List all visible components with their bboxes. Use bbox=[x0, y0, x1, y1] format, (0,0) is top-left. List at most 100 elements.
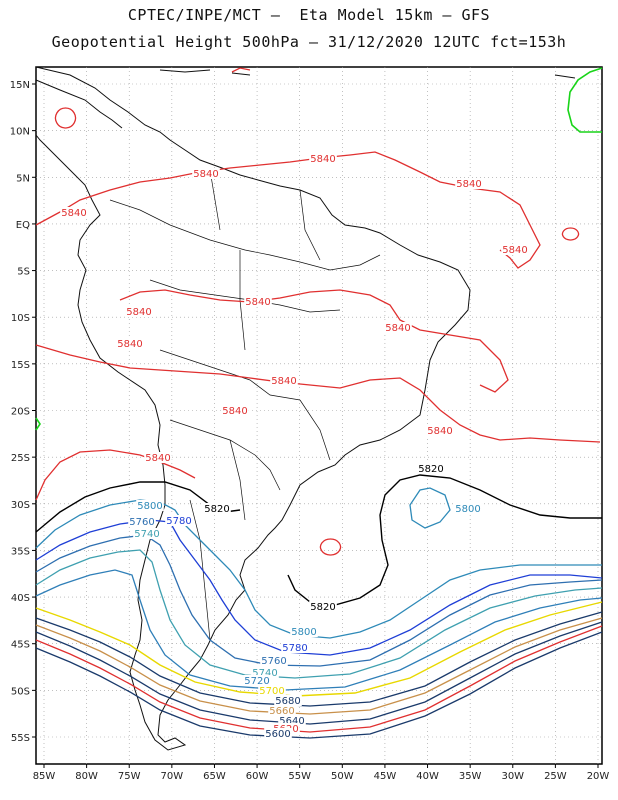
south-america-coast bbox=[35, 66, 471, 751]
contour-label: 5820 bbox=[204, 504, 229, 515]
contour-label-bg bbox=[125, 306, 153, 317]
contour-label: 5800 bbox=[455, 504, 480, 515]
contour-label: 5840 bbox=[61, 208, 86, 219]
contour-label-bg bbox=[268, 705, 296, 716]
contour-label: 5800 bbox=[137, 501, 162, 512]
lon-tick-label: 65W bbox=[203, 771, 226, 782]
contour-label: 5840 bbox=[502, 245, 527, 256]
lat-tick-label: 30S bbox=[11, 500, 30, 511]
lat-tick-label: 10N bbox=[10, 127, 30, 138]
contour-label: 5840 bbox=[310, 154, 335, 165]
contour-label: 5840 bbox=[117, 339, 142, 350]
lat-tick-label: EQ bbox=[16, 220, 30, 231]
lat-tick-label: 25S bbox=[11, 453, 30, 464]
contour-label: 5840 bbox=[222, 406, 247, 417]
lon-tick-label: 60W bbox=[246, 771, 269, 782]
contour-label-bg bbox=[274, 695, 302, 706]
lat-tick-label: 55S bbox=[11, 733, 30, 744]
contour-label-bg bbox=[258, 685, 286, 696]
lon-tick-label: 50W bbox=[331, 771, 354, 782]
contour-label-bg bbox=[60, 207, 88, 218]
contour-label-bg bbox=[260, 655, 288, 666]
lat-tick-label: 10S bbox=[11, 313, 30, 324]
contour-labels: 5840 5840 5840 5840 5840 5840 5840 5840 5840 5840… bbox=[60, 153, 529, 740]
contour-5840 bbox=[35, 67, 601, 556]
lat-tick-label: 35S bbox=[11, 546, 30, 557]
contour-label-bg bbox=[144, 452, 172, 463]
contour-label: 5740 bbox=[252, 668, 277, 679]
map-frame bbox=[35, 66, 603, 765]
lon-tick-label: 30W bbox=[501, 771, 524, 782]
contour-label-bg bbox=[221, 405, 249, 416]
contour-label-bg bbox=[244, 296, 272, 307]
contour-label-bg bbox=[136, 500, 164, 511]
contour-label: 5820 bbox=[418, 464, 443, 475]
contour-label: 5840 bbox=[245, 297, 270, 308]
contour-label: 5700 bbox=[259, 686, 284, 697]
contour-label-bg bbox=[281, 642, 309, 653]
contour-label: 5780 bbox=[166, 516, 191, 527]
contour-label: 5720 bbox=[244, 676, 269, 687]
contour-label: 5660 bbox=[269, 706, 294, 717]
green-contour bbox=[35, 67, 603, 431]
lon-tick-label: 80W bbox=[75, 771, 98, 782]
lon-tick-label: 75W bbox=[118, 771, 141, 782]
contour-label: 5840 bbox=[427, 426, 452, 437]
lat-tick-label: 5S bbox=[17, 267, 30, 278]
lat-tick-label: 20S bbox=[11, 407, 30, 418]
lon-tick-label: 85W bbox=[33, 771, 56, 782]
contour-label: 5740 bbox=[134, 529, 159, 540]
contour-label-bg bbox=[243, 675, 271, 686]
contour-label-bg bbox=[278, 715, 306, 726]
contour-5620 bbox=[35, 625, 603, 733]
contour-label-bg bbox=[251, 667, 279, 678]
contour-label-bg bbox=[116, 338, 144, 349]
lat-tick-label: 45S bbox=[11, 640, 30, 651]
contour-label: 5840 bbox=[385, 323, 410, 334]
contour-label-bg bbox=[309, 153, 337, 164]
lat-tick-label: 15N bbox=[10, 80, 30, 91]
contour-label: 5600 bbox=[265, 729, 290, 740]
contour-label-bg bbox=[133, 528, 161, 539]
contour-5700 bbox=[35, 601, 603, 697]
contour-label: 5840 bbox=[193, 169, 218, 180]
contour-5820 bbox=[35, 474, 602, 606]
contour-5740 bbox=[35, 549, 603, 679]
graticule bbox=[36, 67, 602, 764]
contour-label-bg bbox=[426, 425, 454, 436]
contour-label: 5760 bbox=[129, 517, 154, 528]
contour-label: 5680 bbox=[275, 696, 300, 707]
lat-tick-label: 50S bbox=[11, 686, 30, 697]
contour-label: 5820 bbox=[310, 602, 335, 613]
contour-label-bg bbox=[454, 503, 482, 514]
lon-tick-label: 20W bbox=[587, 771, 610, 782]
contour-label-bg bbox=[270, 375, 298, 386]
contour-label-bg bbox=[455, 178, 483, 189]
contour-5800 bbox=[35, 487, 602, 639]
contour-label: 5760 bbox=[261, 656, 286, 667]
lon-tick-label: 45W bbox=[374, 771, 397, 782]
contour-5600 bbox=[35, 631, 603, 739]
contour-label: 5840 bbox=[126, 307, 151, 318]
latitude-ticks: 15N 10N 5N EQ 5S 10S 15S 20S 25S 30S 35S 40S 45S 50S 5… bbox=[10, 80, 36, 744]
contour-label: 5780 bbox=[282, 643, 307, 654]
lat-tick-label: 15S bbox=[11, 360, 30, 371]
lon-tick-label: 40W bbox=[416, 771, 439, 782]
contour-label-bg bbox=[417, 463, 445, 474]
lon-tick-label: 70W bbox=[161, 771, 184, 782]
lon-tick-label: 35W bbox=[459, 771, 482, 782]
contour-5780 bbox=[35, 519, 603, 656]
contour-label: 5840 bbox=[145, 453, 170, 464]
contour-label: 5840 bbox=[271, 376, 296, 387]
central-america bbox=[35, 79, 123, 129]
lat-tick-label: 40S bbox=[11, 593, 30, 604]
lon-tick-label: 25W bbox=[544, 771, 567, 782]
contour-label: 5840 bbox=[456, 179, 481, 190]
contour-5720 bbox=[35, 569, 603, 691]
contour-label-bg bbox=[309, 601, 337, 612]
contour-label-bg bbox=[128, 516, 156, 527]
contour-label-bg bbox=[264, 728, 292, 739]
contour-label-bg bbox=[501, 244, 529, 255]
lon-tick-label: 55W bbox=[288, 771, 311, 782]
